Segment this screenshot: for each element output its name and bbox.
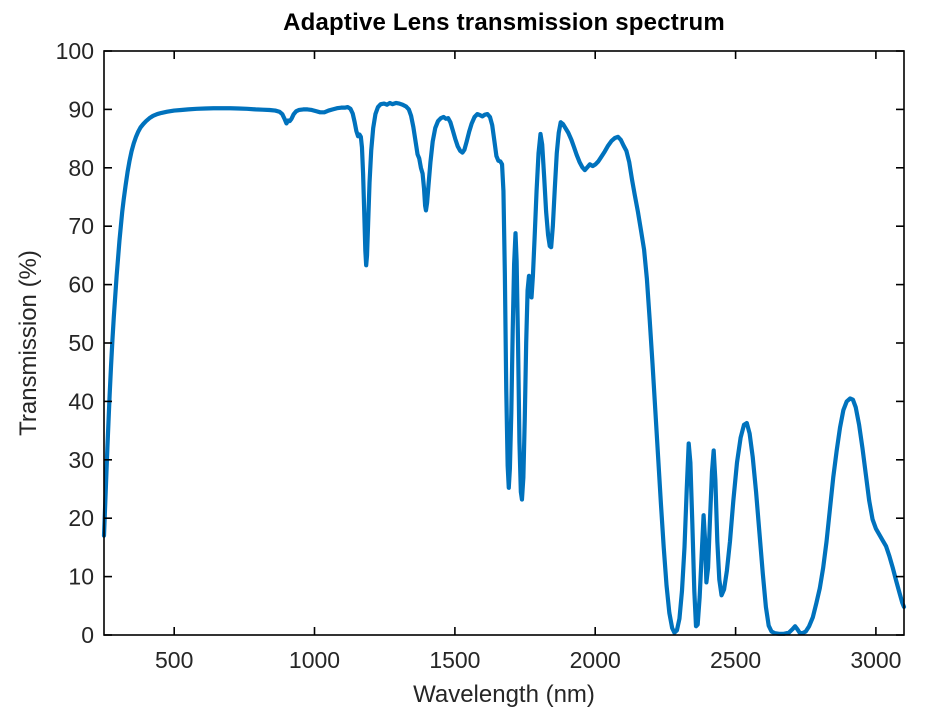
y-tick-label: 100	[56, 38, 94, 64]
transmission-curve	[101, 100, 907, 636]
x-axis-label: Wavelength (nm)	[413, 681, 595, 708]
y-tick-label: 40	[68, 388, 94, 414]
x-tick-label: 2000	[570, 647, 621, 673]
y-tick-label: 60	[68, 272, 94, 298]
y-tick-label: 90	[68, 96, 94, 122]
y-tick-label: 20	[68, 505, 94, 531]
y-tick-label: 10	[68, 564, 94, 590]
y-tick-label: 80	[68, 155, 94, 181]
y-tick-label: 50	[68, 330, 94, 356]
x-tick-label: 1000	[289, 647, 340, 673]
y-tick-label: 70	[68, 213, 94, 239]
x-tick-label: 500	[155, 647, 193, 673]
y-tick-label: 30	[68, 447, 94, 473]
x-tick-label: 2500	[710, 647, 761, 673]
x-tick-label: 3000	[850, 647, 901, 673]
chart-title: Adaptive Lens transmission spectrum	[283, 9, 725, 36]
y-tick-label: 0	[81, 622, 94, 648]
x-tick-label: 1500	[429, 647, 480, 673]
